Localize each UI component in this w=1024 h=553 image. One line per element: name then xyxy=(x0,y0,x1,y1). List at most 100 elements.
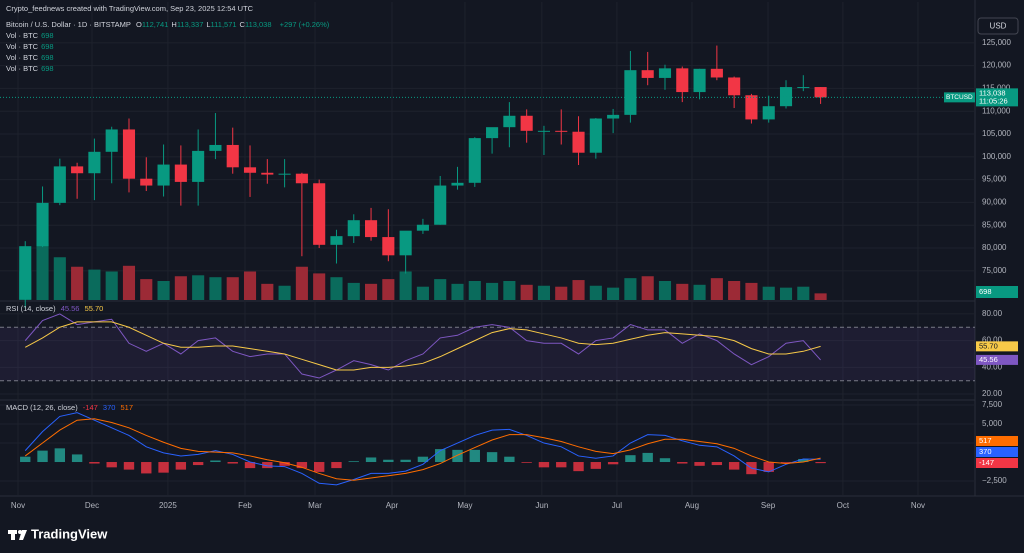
candle-body xyxy=(174,164,187,182)
candle-body xyxy=(451,182,464,186)
histogram-bar xyxy=(400,459,411,463)
volume-bar xyxy=(589,285,602,300)
candle-body xyxy=(295,173,308,184)
volume-bar xyxy=(399,271,412,300)
volume-bar xyxy=(624,278,637,300)
candle-body xyxy=(105,129,118,152)
candle-body xyxy=(364,220,378,238)
x-tick-label: Jun xyxy=(535,501,548,510)
credit: Crypto_feednews created with TradingView… xyxy=(6,4,254,13)
histogram-bar xyxy=(435,449,446,463)
volume-bar xyxy=(122,265,136,300)
volume-bar xyxy=(745,282,758,300)
x-tick-label: Apr xyxy=(386,501,399,510)
x-tick-label: Sep xyxy=(761,501,776,510)
candle-body xyxy=(537,130,551,132)
volume-bar xyxy=(226,277,239,300)
volume-bar xyxy=(88,269,101,300)
rsi-last-tag xyxy=(976,341,1018,352)
histogram-bar xyxy=(556,462,567,468)
y-tick-label: 85,000 xyxy=(982,220,1007,229)
macd-legend: MACD (12, 26, close) -147 370 517 xyxy=(6,403,136,412)
volume-bar xyxy=(468,281,481,300)
symbol-legend: Bitcoin / U.S. Dollar · 1D · BITSTAMP O1… xyxy=(6,20,332,29)
x-tick-label: Dec xyxy=(85,501,99,510)
candle-body xyxy=(797,87,810,89)
y-tick-label: −2,500 xyxy=(982,476,1007,485)
volume-bar xyxy=(36,243,49,300)
candle-body xyxy=(382,237,395,256)
volume-bar xyxy=(797,286,810,300)
ohlc: O112,741 H113,337 L111,571 C113,038 xyxy=(136,20,275,29)
histogram-value: -147 xyxy=(82,403,98,412)
y-tick-label: 40.00 xyxy=(982,362,1003,371)
histogram-bar xyxy=(348,461,359,463)
currency-button[interactable] xyxy=(977,17,1019,35)
ohlc-value: 111,571 xyxy=(210,20,237,29)
candle-body xyxy=(486,127,499,139)
candle-body xyxy=(209,144,222,151)
rsi-line xyxy=(24,313,821,379)
volume-name: Vol · BTC xyxy=(6,64,39,73)
rsi-title: RSI (14, close) xyxy=(6,304,56,313)
volume-bar xyxy=(710,278,723,300)
logo-icon xyxy=(8,530,27,540)
countdown: 11:05:26 xyxy=(979,96,1008,105)
ohlc-key: C xyxy=(239,20,245,29)
candle-body xyxy=(503,115,516,128)
rsi-last: 55.70 xyxy=(979,341,998,350)
currency: USD xyxy=(990,22,1007,31)
candle-body xyxy=(641,70,654,78)
candle-body xyxy=(658,68,672,78)
rsi-ma-value: 55.70 xyxy=(84,304,104,313)
candle-body xyxy=(779,87,793,107)
candle-body xyxy=(399,230,412,256)
volume-bar xyxy=(728,281,741,300)
y-tick-label: 110,000 xyxy=(982,106,1011,115)
candle-body xyxy=(745,95,758,120)
histogram-bar xyxy=(642,452,653,463)
y-tick-label: 80,000 xyxy=(982,243,1007,252)
rsi-value: 45.56 xyxy=(60,304,80,313)
volume-bar xyxy=(347,282,360,300)
histogram-bar xyxy=(763,462,774,472)
histogram-bar xyxy=(158,462,169,473)
volume-last: 698 xyxy=(979,287,992,296)
histogram-bar xyxy=(262,462,273,469)
histogram-bar xyxy=(37,450,48,463)
ohlc-key: H xyxy=(171,20,177,29)
volume-legend: Vol · BTC 698 xyxy=(6,64,57,75)
candle-body xyxy=(607,114,620,119)
volume-bar xyxy=(572,280,585,300)
histogram-bar xyxy=(625,455,636,463)
histogram-bar xyxy=(71,454,83,463)
volume-bar xyxy=(537,285,551,300)
last-price-tag xyxy=(944,92,975,103)
ohlc-key: O xyxy=(135,20,142,29)
histogram-bar xyxy=(123,462,135,470)
candle-body xyxy=(416,224,429,231)
y-tick-label: 7,500 xyxy=(982,400,1003,409)
x-tick-label: Jul xyxy=(612,501,622,510)
volume-bar xyxy=(676,283,689,300)
histogram-bar xyxy=(192,462,204,466)
histogram-bar xyxy=(798,458,809,463)
macd-last-tag xyxy=(976,447,1018,457)
y-tick-label: 90,000 xyxy=(982,198,1007,207)
volume-bar xyxy=(658,281,672,300)
rsi-band xyxy=(0,327,975,381)
volume-bar xyxy=(503,281,516,300)
volume-bar xyxy=(486,282,499,300)
histogram-bar xyxy=(607,462,619,465)
volume-bar xyxy=(382,279,395,300)
y-tick-label: 75,000 xyxy=(982,266,1007,275)
candle-body xyxy=(88,151,101,174)
volume-bar xyxy=(174,276,187,300)
change: +297 (+0.26%) xyxy=(279,20,330,29)
volume-bar xyxy=(434,279,447,300)
volume-bar xyxy=(140,279,153,300)
histogram-bar xyxy=(54,448,66,463)
x-tick-label: Nov xyxy=(911,501,925,510)
